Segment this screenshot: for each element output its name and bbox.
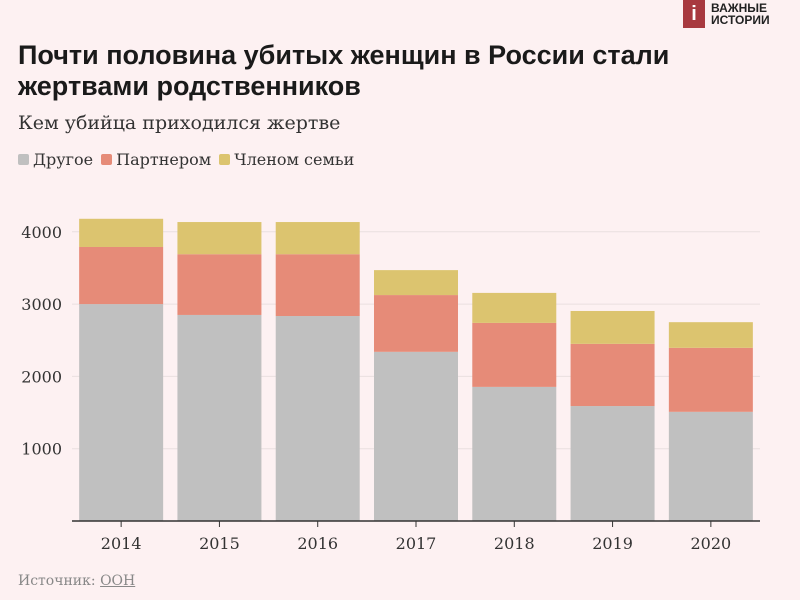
bar-segment: [275, 254, 360, 317]
source-label: Источник:: [18, 573, 96, 589]
bar-segment: [275, 222, 360, 255]
bar-segment: [177, 254, 262, 315]
bar-segment: [570, 406, 655, 521]
x-tick-label: 2014: [101, 534, 142, 553]
bar-segment: [374, 270, 458, 296]
legend: Другое Партнером Членом семьи: [18, 150, 354, 169]
y-tick-label: 3000: [21, 295, 62, 314]
bar-segment: [570, 310, 655, 344]
logo-icon: i: [683, 0, 705, 28]
bar-segment: [668, 411, 753, 521]
bar-segment: [79, 304, 164, 521]
bar-segment: [177, 222, 262, 255]
x-tick-label: 2015: [199, 534, 240, 553]
y-tick-label: 4000: [21, 223, 62, 242]
x-tick-label: 2019: [592, 534, 633, 553]
y-tick-label: 1000: [21, 440, 62, 459]
bar-segment: [275, 316, 360, 521]
source-link[interactable]: ООН: [100, 573, 136, 589]
legend-label: Партнером: [116, 150, 212, 169]
bar-segment: [570, 343, 655, 407]
chart-title: Почти половина убитых женщин в России ст…: [18, 40, 670, 101]
bar-segment: [79, 246, 164, 305]
bar-segment: [79, 218, 164, 247]
legend-swatch: [219, 154, 231, 165]
legend-label: Членом семьи: [234, 150, 355, 169]
logo-line2: ИСТОРИИ: [711, 13, 770, 27]
bar-segment: [374, 351, 458, 521]
y-tick-label: 2000: [21, 367, 62, 386]
bar-segment: [472, 386, 557, 521]
legend-item: Партнером: [101, 150, 211, 169]
bar-segment: [472, 322, 557, 387]
x-tick-label: 2016: [297, 534, 338, 553]
chart-subtitle: Кем убийца приходился жертве: [18, 112, 341, 134]
source: Источник: ООН: [18, 573, 135, 589]
x-tick-label: 2020: [690, 534, 731, 553]
bar-segment: [374, 295, 458, 352]
logo: i ВАЖНЫЕ ИСТОРИИ: [683, 0, 770, 28]
legend-item: Другое: [18, 150, 93, 169]
bar-segment: [472, 292, 557, 323]
x-tick-label: 2018: [494, 534, 535, 553]
logo-line1: ВАЖНЫЕ: [711, 1, 767, 15]
bar-segment: [668, 347, 753, 412]
bar-segment: [668, 322, 753, 348]
legend-label: Другое: [33, 150, 94, 169]
bar-segment: [177, 314, 262, 521]
legend-item: Членом семьи: [219, 150, 354, 169]
x-tick-label: 2017: [396, 534, 437, 553]
legend-swatch: [18, 154, 29, 165]
legend-swatch: [101, 154, 113, 165]
